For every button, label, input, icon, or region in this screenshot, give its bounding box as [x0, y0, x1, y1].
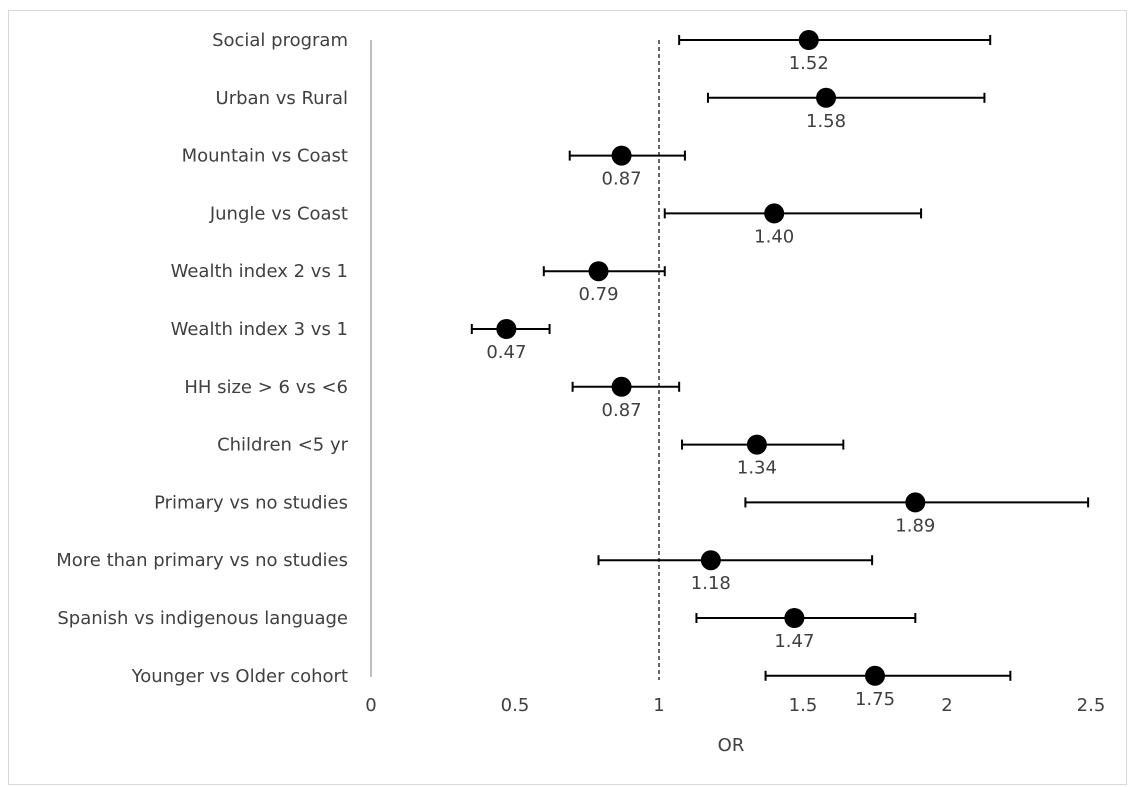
- data-label: 1.75: [855, 689, 895, 710]
- chart-frame: [8, 10, 1127, 785]
- category-label: Social program: [212, 30, 348, 51]
- x-tick-label: 1.5: [789, 695, 818, 716]
- category-label: Wealth index 2 vs 1: [171, 261, 348, 282]
- or-point: [496, 319, 517, 339]
- or-point: [905, 492, 926, 513]
- or-point: [816, 87, 837, 108]
- x-tick-label: 2: [941, 695, 952, 716]
- data-label: 0.87: [602, 400, 642, 421]
- data-label: 0.47: [486, 342, 526, 363]
- category-label: Children <5 yr: [217, 435, 349, 456]
- data-label: 1.89: [895, 515, 935, 536]
- x-axis-title: OR: [718, 735, 745, 756]
- data-label: 1.58: [806, 111, 846, 132]
- data-label: 1.34: [737, 458, 777, 479]
- category-label: More than primary vs no studies: [56, 550, 348, 571]
- or-point: [611, 376, 632, 397]
- x-tick-label: 1: [653, 695, 664, 716]
- data-label: 0.87: [602, 169, 642, 190]
- data-label: 0.79: [578, 284, 618, 305]
- data-label: 1.52: [789, 53, 829, 74]
- or-point: [764, 203, 785, 224]
- or-point: [798, 30, 819, 50]
- or-point: [784, 608, 805, 628]
- data-label: 1.40: [754, 226, 794, 247]
- data-label: 1.18: [691, 573, 731, 594]
- category-label: Urban vs Rural: [216, 88, 348, 109]
- category-label: Younger vs Older cohort: [131, 666, 348, 687]
- data-label: 1.47: [774, 631, 814, 652]
- or-point: [611, 145, 632, 166]
- category-label: Jungle vs Coast: [209, 203, 348, 224]
- x-tick-label: 2.5: [1077, 695, 1106, 716]
- x-tick-label: 0.5: [501, 695, 530, 716]
- category-label: Mountain vs Coast: [182, 146, 348, 167]
- category-label: Spanish vs indigenous language: [57, 608, 348, 629]
- or-point: [588, 261, 609, 282]
- or-point: [746, 434, 767, 455]
- category-label: Wealth index 3 vs 1: [171, 319, 348, 340]
- category-label: Primary vs no studies: [154, 492, 348, 513]
- or-point: [700, 550, 721, 571]
- or-point: [865, 665, 885, 686]
- x-tick-label: 0: [365, 695, 376, 716]
- category-label: HH size > 6 vs <6: [184, 377, 348, 398]
